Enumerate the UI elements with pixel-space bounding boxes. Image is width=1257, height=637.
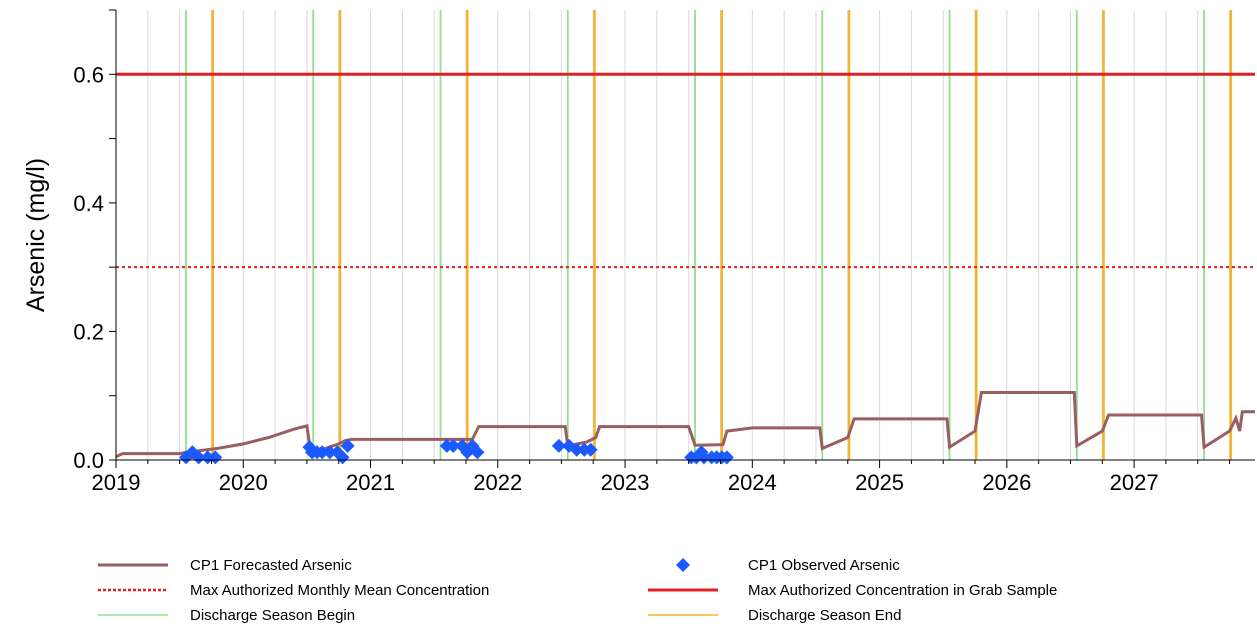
legend: CP1 Forecasted Arsenic CP1 Observed Arsen…	[98, 557, 1057, 624]
observed-arsenic-point	[551, 438, 566, 453]
observed-arsenic-point	[719, 450, 734, 465]
y-tick-label: 0.4	[73, 191, 104, 216]
x-tick-label: 2026	[982, 470, 1031, 495]
observed-arsenic-point	[583, 442, 598, 457]
legend-label: Max Authorized Monthly Mean Concentratio…	[190, 582, 489, 599]
observed-arsenic-point	[569, 442, 584, 457]
y-tick-label: 0.6	[73, 62, 104, 87]
legend-label: Max Authorized Concentration in Grab Sam…	[748, 582, 1057, 599]
forecast-arsenic-line	[115, 391, 1255, 459]
observed-arsenic-point	[208, 450, 223, 465]
data-series	[115, 391, 1255, 465]
x-tick-label: 2025	[855, 470, 904, 495]
x-tick-label: 2024	[728, 470, 777, 495]
x-tick-label: 2021	[346, 470, 395, 495]
observed-arsenic-point	[446, 438, 461, 453]
x-tick-label: 2020	[219, 470, 268, 495]
legend-item: Discharge Season End	[648, 607, 901, 624]
observed-arsenic-point	[340, 438, 355, 453]
y-tick-label: 0.0	[73, 448, 104, 473]
legend-label: Discharge Season Begin	[190, 607, 355, 624]
legend-swatch-diamond	[676, 558, 690, 572]
y-axis-title: Arsenic (mg/l)	[22, 158, 50, 312]
x-tick-label: 2022	[473, 470, 522, 495]
legend-label: CP1 Forecasted Arsenic	[190, 557, 352, 574]
observed-arsenic-point	[315, 445, 330, 460]
grid	[147, 10, 1231, 460]
y-tick-label: 0.2	[73, 319, 104, 344]
legend-item: CP1 Forecasted Arsenic	[98, 557, 352, 574]
x-tick-label: 2023	[601, 470, 650, 495]
reference-lines	[116, 10, 1255, 460]
x-tick-label: 2019	[92, 470, 141, 495]
legend-item: CP1 Observed Arsenic	[676, 557, 900, 574]
observed-arsenic-point	[322, 445, 337, 460]
axes: 0.0 0.2 0.4 0.6 2019 2020 2021 2022 2023 2024 2025…	[73, 9, 1255, 495]
legend-item: Max Authorized Monthly Mean Concentratio…	[98, 582, 489, 599]
legend-item: Max Authorized Concentration in Grab Sam…	[648, 582, 1057, 599]
legend-label: Discharge Season End	[748, 607, 901, 624]
legend-item: Discharge Season Begin	[98, 607, 355, 624]
observed-arsenic-point	[470, 445, 485, 460]
observed-arsenic-point	[191, 450, 206, 465]
legend-label: CP1 Observed Arsenic	[748, 557, 900, 574]
observed-arsenic-point	[696, 450, 711, 465]
x-tick-label: 2027	[1110, 470, 1159, 495]
